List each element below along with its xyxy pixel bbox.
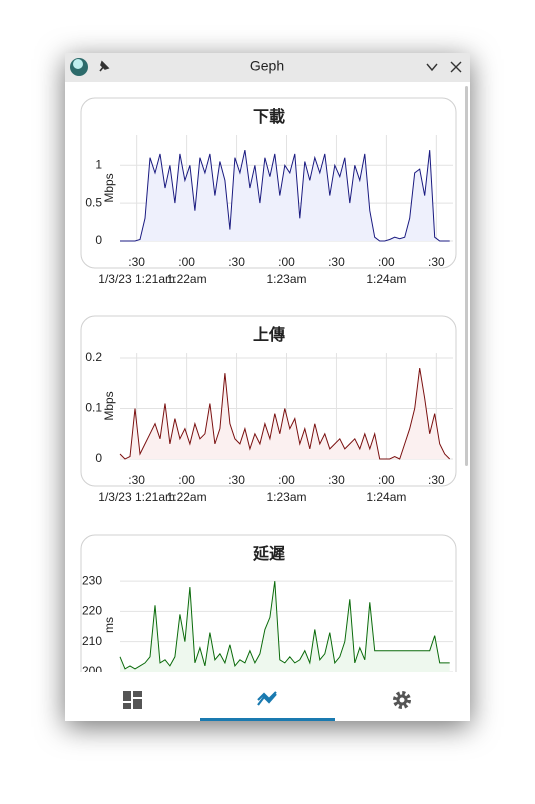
x-tick-label: :00	[178, 255, 195, 269]
stats-tab[interactable]	[257, 691, 277, 706]
series-area	[120, 581, 450, 672]
y-tick-label: 200	[82, 664, 102, 678]
x-date-label: 1/3/23 1:21am	[98, 272, 175, 286]
y-tick-label: 0	[95, 233, 102, 247]
y-axis-label: Mbps	[102, 173, 116, 202]
x-tick-label: :30	[428, 255, 445, 269]
chart-card	[80, 534, 457, 672]
x-tick-label: :00	[278, 255, 295, 269]
y-tick-label: 0.5	[85, 195, 102, 209]
dashboard-tab[interactable]	[123, 691, 142, 709]
y-axis-label: ms	[102, 617, 116, 633]
x-tick-label: :30	[228, 473, 245, 487]
y-axis-label: Mbps	[102, 391, 116, 420]
x-date-label: 1:24am	[366, 490, 406, 504]
x-date-label: 1:22am	[167, 272, 207, 286]
y-tick-label: 0	[95, 451, 102, 465]
series-line	[120, 149, 450, 242]
x-tick-label: :30	[128, 255, 145, 269]
x-tick-label: :00	[278, 473, 295, 487]
close-button[interactable]	[450, 61, 462, 73]
x-date-label: 1:24am	[366, 272, 406, 286]
y-tick-label: 220	[82, 604, 102, 618]
chart-title: 上傳	[253, 325, 285, 344]
x-date-label: 1/3/23 1:21am	[98, 490, 175, 504]
x-tick-label: :00	[378, 473, 395, 487]
window-title: Geph	[250, 58, 284, 74]
x-tick-label: :30	[428, 473, 445, 487]
pin-button[interactable]	[99, 60, 110, 72]
content: 下載 Mbps 0 0.5 1 :30 :00 :30 :00 :30 :00 :30 1/3/23 1…	[80, 97, 457, 678]
active-tab-indicator	[200, 718, 335, 721]
settings-tab[interactable]	[393, 691, 411, 709]
title-bar	[65, 53, 470, 82]
y-tick-label: 0.2	[85, 350, 102, 364]
x-tick-label: :30	[328, 255, 345, 269]
y-tick-label: 230	[82, 573, 102, 587]
series-line	[119, 581, 450, 670]
series-line	[119, 368, 451, 460]
minimize-button[interactable]	[426, 63, 438, 72]
x-tick-label: :00	[178, 473, 195, 487]
x-tick-label: :30	[228, 255, 245, 269]
x-tick-label: :30	[328, 473, 345, 487]
series-area	[120, 150, 450, 241]
x-date-label: 1:22am	[167, 490, 207, 504]
app-icon-shine	[73, 59, 83, 69]
y-tick-label: 210	[82, 634, 102, 648]
chart-title: 延遲	[252, 544, 285, 563]
x-date-label: 1:23am	[266, 272, 306, 286]
chart-title: 下載	[253, 108, 285, 126]
x-tick-label: :30	[128, 473, 145, 487]
x-tick-label: :00	[378, 255, 395, 269]
x-date-label: 1:23am	[266, 490, 306, 504]
y-tick-label: 1	[95, 157, 102, 171]
y-tick-label: 0.1	[85, 401, 102, 415]
scrollbar[interactable]	[465, 86, 468, 466]
